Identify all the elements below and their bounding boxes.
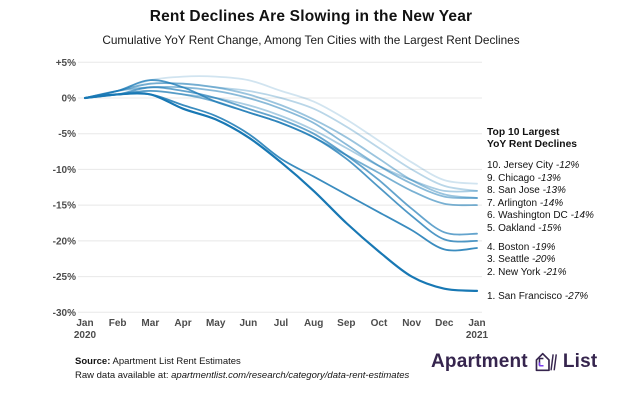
legend-item: 9. Chicago -13% xyxy=(487,172,561,184)
legend-group: 10. Jersey City -12% 9. Chicago -13% 8. Sa… xyxy=(487,160,621,236)
legend-item-pct: -12% xyxy=(555,160,580,171)
x-axis-tick-label: Jan xyxy=(468,318,485,329)
y-axis-tick-label: 0% xyxy=(62,94,77,105)
series-line-boston xyxy=(84,86,478,236)
legend-item-pct: -27% xyxy=(564,291,589,303)
legend-item: 5. Oakland -15% xyxy=(487,222,562,234)
x-axis-year-label: 2021 xyxy=(466,330,489,341)
legend-item: 2. New York -21% xyxy=(487,266,567,278)
series-line-san-francisco xyxy=(83,92,479,292)
legend-groups: 10. Jersey City -12% 9. Chicago -13% 8. Sa… xyxy=(487,160,621,304)
raw-data-line: Raw data available at: apartmentlist.com… xyxy=(75,369,410,381)
y-axis-tick-label: -25% xyxy=(53,272,76,283)
x-axis-tick-label: Sep xyxy=(337,318,355,329)
y-axis-tick-label: -30% xyxy=(53,308,76,319)
x-axis-tick-label: Feb xyxy=(109,318,127,329)
raw-data-url: apartmentlist.com/research/category/data… xyxy=(171,369,410,381)
legend-item: 1. San Francisco -27% xyxy=(487,291,589,303)
legend-item-pct: -14% xyxy=(570,210,594,222)
x-axis-tick-label: Dec xyxy=(435,318,454,329)
x-axis-tick-label: May xyxy=(206,318,226,329)
y-axis-tick-label: -15% xyxy=(53,201,76,212)
source-note: Source: Apartment List Rent Estimates Ra… xyxy=(75,355,409,382)
legend-group: 4. Boston -19% 3. Seattle -20% 2. New York… xyxy=(487,242,621,280)
x-axis-tick-label: Apr xyxy=(174,318,191,329)
legend-heading: Top 10 Largest YoY Rent Declines xyxy=(487,127,578,150)
legend-item-pct: -19% xyxy=(532,241,556,253)
legend-item: 3. Seattle -20% xyxy=(487,254,556,266)
y-axis-tick-label: -10% xyxy=(53,165,76,176)
x-axis-tick-label: Oct xyxy=(371,318,388,329)
legend-item: 6. Washington DC -14% xyxy=(487,210,594,222)
source-line: Source: Apartment List Rent Estimates xyxy=(75,356,241,367)
series-line-arlington xyxy=(84,82,478,199)
legend-item-pct: -20% xyxy=(532,254,556,266)
series-line-new-york xyxy=(84,92,478,252)
series-line-seattle xyxy=(84,79,478,243)
x-axis-year-label: 2020 xyxy=(74,330,97,341)
legend-item-pct: -14% xyxy=(539,197,564,209)
logo-word-list: List xyxy=(562,351,598,372)
legend-item-pct: -13% xyxy=(537,172,561,184)
y-axis-tick-label: +5% xyxy=(56,58,76,69)
x-axis-tick-label: Mar xyxy=(141,318,159,329)
apartment-list-logo: Apartment List xyxy=(431,349,597,375)
x-axis-tick-label: Jun xyxy=(239,318,257,329)
series-line-chicago xyxy=(84,82,478,192)
x-axis-tick-label: Nov xyxy=(402,318,421,329)
chart-title: Rent Declines Are Slowing in the New Yea… xyxy=(149,8,473,25)
legend-item: 7. Arlington -14% xyxy=(487,197,564,209)
legend-item: 8. San Jose -13% xyxy=(487,185,566,197)
logo-word-apartment: Apartment xyxy=(431,351,528,372)
chart-subtitle: Cumulative YoY Rent Change, Among Ten Ci… xyxy=(102,33,520,47)
chart-legend: Top 10 Largest YoY Rent Declines 10. Jer… xyxy=(487,127,621,304)
y-axis-tick-label: -20% xyxy=(53,236,76,247)
x-axis-tick-label: Aug xyxy=(304,318,323,329)
legend-item-pct: -21% xyxy=(543,266,567,278)
legend-item: 10. Jersey City -12% xyxy=(487,160,580,171)
series-line-washington-dc xyxy=(84,85,478,200)
legend-item-pct: -13% xyxy=(542,185,566,197)
legend-item: 4. Boston -19% xyxy=(487,241,556,253)
legend-item-pct: -15% xyxy=(538,222,562,234)
series-line-jersey-city xyxy=(84,75,478,185)
x-axis-tick-label: Jul xyxy=(274,318,289,329)
y-axis-tick-label: -5% xyxy=(58,129,76,140)
x-axis-tick-label: Jan xyxy=(76,318,93,329)
legend-group: 1. San Francisco -27% xyxy=(487,291,621,304)
apartment-list-house-icon xyxy=(535,352,557,372)
